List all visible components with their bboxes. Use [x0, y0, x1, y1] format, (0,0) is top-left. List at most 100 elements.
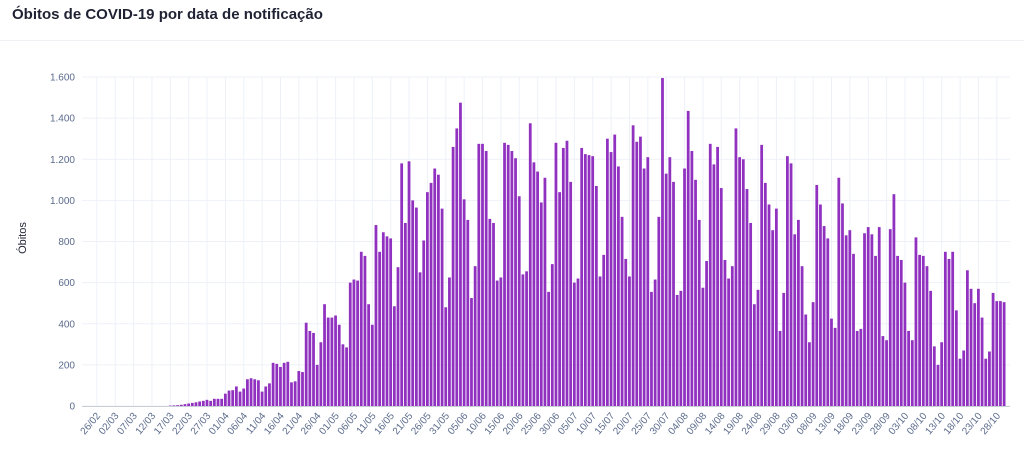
- bar: [462, 199, 466, 406]
- bar: [716, 146, 719, 406]
- x-tick-label: 06/04: [226, 411, 251, 438]
- bar: [330, 317, 334, 406]
- bar: [264, 386, 268, 406]
- bar: [359, 251, 363, 406]
- bar: [352, 279, 356, 406]
- bar: [418, 272, 422, 406]
- bar: [690, 151, 694, 406]
- bar: [999, 301, 1002, 406]
- bar: [216, 398, 220, 406]
- bar: [223, 393, 227, 406]
- bar: [187, 403, 191, 406]
- bar: [708, 143, 712, 406]
- bar: [672, 181, 675, 406]
- y-tick-label: 400: [58, 319, 75, 330]
- bar: [319, 342, 323, 406]
- bar: [705, 261, 708, 406]
- bar: [830, 318, 833, 406]
- bar: [580, 147, 584, 407]
- bar: [514, 158, 517, 406]
- bar: [819, 204, 822, 406]
- bar: [907, 330, 910, 406]
- chart-title: Óbitos de COVID-19 por data de notificaç…: [12, 6, 323, 23]
- header-divider: [0, 40, 1024, 41]
- bar: [701, 287, 705, 406]
- bar: [822, 226, 826, 406]
- bar: [260, 391, 264, 406]
- bar: [367, 304, 371, 406]
- bar: [172, 405, 176, 406]
- bar: [771, 230, 775, 406]
- bar: [712, 164, 716, 406]
- bar: [760, 144, 764, 406]
- bar: [492, 222, 495, 406]
- bar: [374, 225, 378, 406]
- bar: [246, 379, 249, 406]
- bar: [899, 260, 903, 406]
- bar: [962, 350, 966, 406]
- bar: [885, 340, 888, 406]
- bar: [811, 302, 815, 406]
- bar: [381, 232, 385, 406]
- bar: [738, 157, 742, 406]
- bar: [473, 266, 477, 406]
- bar: [385, 236, 389, 406]
- bar: [800, 266, 804, 406]
- bar: [179, 404, 183, 406]
- bar: [657, 216, 661, 406]
- bar: [558, 192, 562, 406]
- bar: [646, 157, 650, 406]
- bar: [389, 238, 393, 406]
- bar: [488, 218, 492, 406]
- bar: [734, 128, 738, 406]
- bar: [745, 189, 749, 406]
- bar: [414, 207, 418, 406]
- bar: [844, 235, 848, 406]
- bar: [429, 182, 433, 406]
- bar: [852, 253, 855, 406]
- bar: [1002, 302, 1006, 406]
- bar: [484, 151, 488, 406]
- bar: [411, 200, 415, 406]
- bar: [242, 388, 246, 406]
- x-tick-label: 28/10: [979, 411, 1004, 438]
- bar: [477, 143, 481, 406]
- bar: [220, 398, 224, 406]
- bar: [921, 255, 925, 406]
- bar: [451, 146, 455, 406]
- bar: [719, 188, 723, 406]
- bar: [888, 229, 892, 406]
- bar: [176, 405, 179, 406]
- bar: [973, 303, 977, 406]
- bar: [954, 310, 958, 406]
- bar: [539, 202, 543, 406]
- bar: [308, 330, 312, 406]
- bar: [965, 270, 969, 406]
- bar: [569, 181, 573, 406]
- bar: [833, 327, 837, 406]
- bar: [528, 123, 532, 406]
- y-tick-label: 1.600: [50, 73, 75, 84]
- bar: [756, 289, 760, 406]
- bar: [870, 234, 874, 406]
- bar: [363, 255, 367, 406]
- bar: [617, 166, 620, 406]
- bar: [903, 282, 907, 406]
- bar: [282, 362, 286, 406]
- bar: [543, 177, 547, 406]
- bar: [642, 168, 646, 406]
- bar: [874, 255, 877, 406]
- bar: [863, 233, 866, 406]
- bar: [275, 363, 279, 406]
- bar: [793, 234, 797, 406]
- bar: [547, 291, 550, 406]
- bar: [198, 401, 202, 406]
- bar: [503, 142, 506, 407]
- bar: [785, 156, 789, 406]
- bar: [268, 383, 271, 406]
- bar: [723, 260, 727, 406]
- bar: [315, 364, 319, 406]
- bar: [774, 208, 778, 406]
- bar: [988, 351, 991, 406]
- bar: [532, 162, 536, 406]
